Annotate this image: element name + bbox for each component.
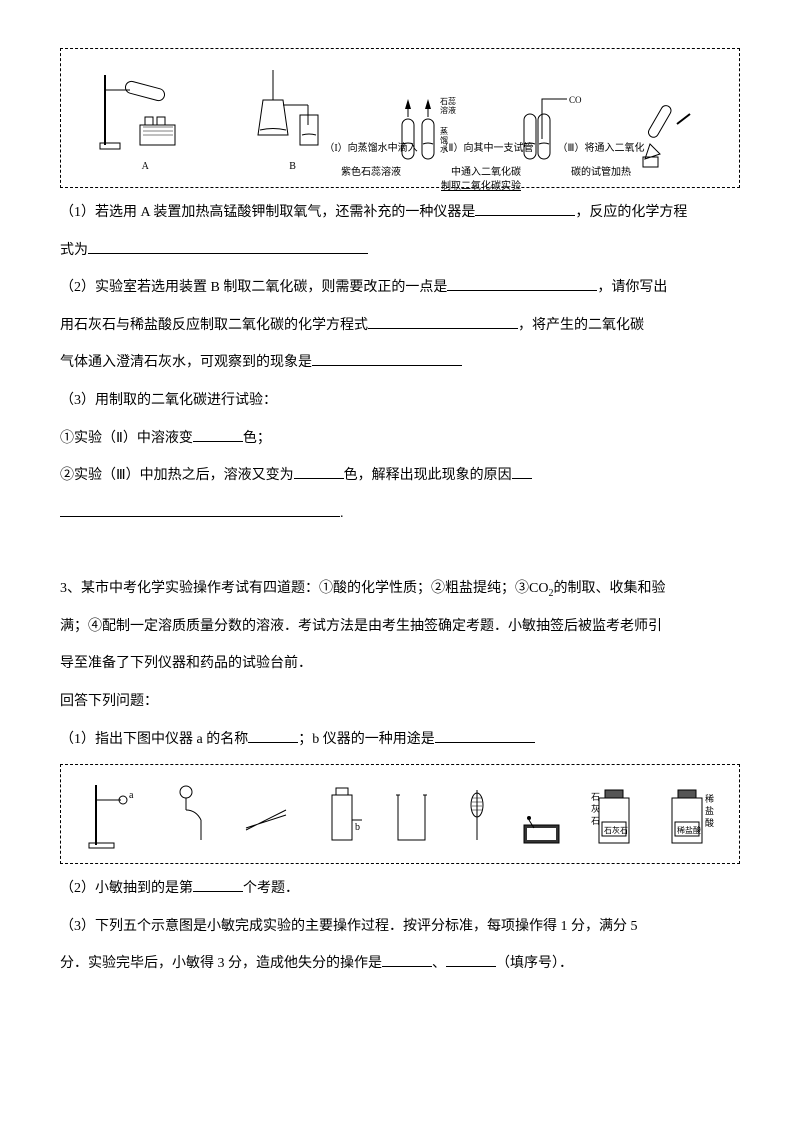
q1-line4-post: ，将产生的二氧化碳 — [518, 318, 644, 333]
label-a: A — [142, 155, 149, 179]
q3-line1-mid: ；b 仪器的一种用途是 — [298, 732, 435, 747]
blank — [435, 726, 535, 743]
q3-answer-prompt: 回答下列问题： — [60, 685, 740, 719]
svg-text:CO₂: CO₂ — [569, 95, 582, 105]
q1-line6: （3）用制取的二氧化碳进行试验： — [60, 384, 740, 418]
q1-line8-pre: ②实验（Ⅲ）中加热之后，溶液又变为 — [60, 468, 294, 483]
svg-text:石蕊: 石蕊 — [440, 96, 456, 106]
blank — [446, 951, 496, 968]
q1-line5-pre: 气体通入澄清石灰水，可观察到的现象是 — [60, 355, 312, 370]
apparatus-a: A — [95, 65, 195, 179]
q1-line1-post: ，反应的化学方程 — [575, 205, 687, 220]
blank — [512, 462, 532, 479]
svg-text:a: a — [129, 790, 134, 801]
q3-line2: （2）小敏抽到的是第 个考题． — [60, 872, 740, 906]
svg-text:蒸: 蒸 — [440, 126, 448, 136]
q3-line4-post: （填序号）． — [496, 956, 573, 971]
q3-intro1: 3、某市中考化学实验操作考试有四道题：①酸的化学性质；②粗盐提纯；③CO2的制取… — [60, 572, 740, 606]
bottle-hcl: 稀盐酸 稀 盐 酸 — [664, 780, 719, 855]
diagram-co2-experiment: A B 石蕊 溶液 蒸 馏 水 — [60, 48, 740, 188]
q3-line1: （1）指出下图中仪器 a 的名称 ；b 仪器的一种用途是 — [60, 723, 740, 757]
bottle-b-icon: b — [320, 780, 365, 855]
q1-line8: ②实验（Ⅲ）中加热之后，溶液又变为 色，解释出现此现象的原因 — [60, 459, 740, 493]
svg-text:石: 石 — [591, 816, 600, 826]
q3-line2-pre: （2）小敏抽到的是第 — [60, 881, 193, 896]
blank — [193, 875, 243, 892]
blank — [294, 462, 344, 479]
q1-line7: ①实验（Ⅱ）中溶液变 色； — [60, 422, 740, 456]
q1-line2-pre: 式为 — [60, 243, 88, 258]
q1-line9-post: . — [340, 506, 344, 521]
q1-line1: （1）若选用 A 装置加热高锰酸钾制取氧气，还需补充的一种仪器是 ，反应的化学方程 — [60, 196, 740, 230]
caption-1: （I）向蒸馏水中滴入紫色石蕊溶液 — [321, 137, 421, 185]
bottle-limestone: 石灰石 石 灰 石 — [589, 780, 639, 855]
q3-intro2: 满；④配制一定溶质质量分数的溶液．考试方法是由考生抽签确定考题．小敏抽签后被监考… — [60, 610, 740, 644]
q3-line4-mid: 、 — [432, 956, 446, 971]
blank — [60, 500, 340, 517]
blank — [368, 312, 518, 329]
funnel-tube-icon — [166, 780, 211, 855]
q1-line7-pre: ①实验（Ⅱ）中溶液变 — [60, 431, 193, 446]
q1-line3-pre: （2）实验室若选用装置 B 制取二氧化碳，则需要改正的一点是 — [60, 280, 447, 295]
caption-3: （Ⅲ）将通入二氧化碳的试管加热 — [551, 137, 651, 185]
svg-text:盐: 盐 — [705, 805, 714, 816]
stand-icon: a — [81, 780, 141, 855]
brush-icon — [460, 780, 495, 855]
blank — [475, 199, 575, 216]
svg-text:溶液: 溶液 — [440, 105, 456, 115]
blank — [88, 237, 368, 254]
q3-line1-pre: （1）指出下图中仪器 a 的名称 — [60, 732, 248, 747]
svg-text:石: 石 — [591, 792, 600, 802]
label-b: B — [289, 155, 296, 179]
q3-intro1-pre: 3、某市中考化学实验操作考试有四道题：①酸的化学性质；②粗盐提纯；③CO — [60, 581, 548, 596]
q3-line4: 分．实验完毕后，小敏得 3 分，造成他失分的操作是 、 （填序号）． — [60, 947, 740, 981]
q1-line4-pre: 用石灰石与稀盐酸反应制取二氧化碳的化学方程式 — [60, 318, 368, 333]
q3-line4-pre: 分．实验完毕后，小敏得 3 分，造成他失分的操作是 — [60, 956, 382, 971]
diagram-instruments: a b 石灰石 石 灰 石 — [60, 764, 740, 864]
q1-line3: （2）实验室若选用装置 B 制取二氧化碳，则需要改正的一点是 ，请你写出 — [60, 271, 740, 305]
blank — [382, 951, 432, 968]
q1-line4: 用石灰石与稀盐酸反应制取二氧化碳的化学方程式 ，将产生的二氧化碳 — [60, 309, 740, 343]
q1-line3-post: ，请你写出 — [597, 280, 667, 295]
svg-text:b: b — [355, 822, 360, 833]
blank — [447, 274, 597, 291]
q1-line5: 气体通入澄清石灰水，可观察到的现象是 — [60, 346, 740, 380]
blank — [193, 425, 243, 442]
q1-line8-mid: 色，解释出现此现象的原因 — [344, 468, 512, 483]
q3-line3: （3）下列五个示意图是小敏完成实验的主要操作过程．按评分标准，每项操作得 1 分… — [60, 910, 740, 944]
svg-text:稀: 稀 — [705, 793, 714, 804]
blank — [312, 350, 462, 367]
svg-text:稀盐酸: 稀盐酸 — [677, 825, 701, 835]
q1-line9: . — [60, 497, 740, 531]
caption-main: 制取二氧化碳实验 — [441, 175, 521, 199]
q1-line2: 式为 — [60, 234, 740, 268]
blank — [248, 726, 298, 743]
svg-text:酸: 酸 — [705, 818, 714, 828]
svg-text:灰: 灰 — [591, 803, 600, 814]
q1-line1-pre: （1）若选用 A 装置加热高锰酸钾制取氧气，还需补充的一种仪器是 — [60, 205, 475, 220]
q3-intro3: 导至准备了下列仪器和药品的试验台前． — [60, 647, 740, 681]
svg-text:石灰石: 石灰石 — [604, 825, 628, 835]
q3-intro1-post: 的制取、收集和验 — [553, 581, 665, 596]
matchbox-icon — [519, 780, 564, 855]
tweezers-icon — [236, 780, 296, 855]
q1-line7-post: 色； — [243, 431, 271, 446]
beaker-icon — [390, 780, 435, 855]
q3-line2-post: 个考题． — [243, 881, 299, 896]
